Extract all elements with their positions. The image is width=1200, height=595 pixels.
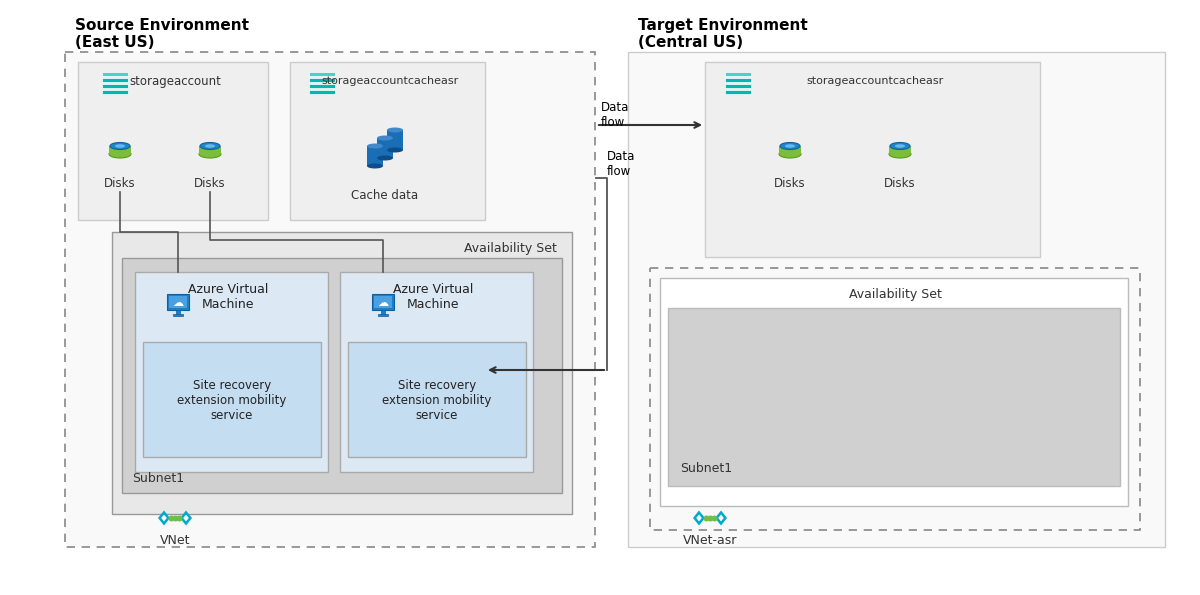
Bar xyxy=(122,258,562,493)
Ellipse shape xyxy=(785,144,796,148)
Bar xyxy=(173,314,182,316)
Ellipse shape xyxy=(200,142,220,149)
Bar xyxy=(109,146,131,154)
Bar xyxy=(176,310,180,314)
Text: Disks: Disks xyxy=(104,177,136,189)
Bar xyxy=(660,278,1128,506)
Bar xyxy=(102,72,128,76)
Text: Site recovery
extension mobility
service: Site recovery extension mobility service xyxy=(383,378,492,421)
Ellipse shape xyxy=(890,142,910,149)
Bar xyxy=(372,294,394,310)
Bar xyxy=(650,268,1140,530)
Ellipse shape xyxy=(779,150,802,158)
Bar xyxy=(102,84,128,88)
Text: Availability Set: Availability Set xyxy=(848,287,942,300)
Ellipse shape xyxy=(889,150,911,158)
Bar xyxy=(102,90,128,94)
Text: Azure Virtual
Machine: Azure Virtual Machine xyxy=(392,283,473,311)
Ellipse shape xyxy=(115,144,125,148)
Text: Availability Set: Availability Set xyxy=(463,242,557,255)
Ellipse shape xyxy=(377,136,394,140)
Bar xyxy=(386,130,403,150)
Bar xyxy=(310,90,335,94)
Ellipse shape xyxy=(109,150,131,158)
Text: Disks: Disks xyxy=(774,177,806,189)
Bar xyxy=(668,308,1120,486)
Ellipse shape xyxy=(367,164,383,168)
Bar xyxy=(706,62,1040,257)
Text: Data
flow: Data flow xyxy=(607,150,635,178)
Text: Subnet1: Subnet1 xyxy=(680,462,732,474)
Ellipse shape xyxy=(895,144,905,148)
Text: Target Environment
(Central US): Target Environment (Central US) xyxy=(638,18,808,51)
Bar xyxy=(725,78,751,82)
Bar xyxy=(367,146,383,166)
Ellipse shape xyxy=(367,143,383,149)
Text: Azure Virtual
Machine: Azure Virtual Machine xyxy=(188,283,268,311)
Bar xyxy=(340,272,533,472)
Text: storageaccountcacheasr: storageaccountcacheasr xyxy=(806,76,943,86)
Text: storageaccount: storageaccount xyxy=(130,74,221,87)
Ellipse shape xyxy=(377,155,394,161)
Ellipse shape xyxy=(780,142,800,149)
Text: Disks: Disks xyxy=(194,177,226,189)
Bar xyxy=(725,84,751,88)
Ellipse shape xyxy=(110,142,130,149)
Bar xyxy=(102,78,128,82)
Text: VNet: VNet xyxy=(160,534,191,546)
Bar xyxy=(290,62,485,220)
Text: Site recovery
extension mobility
service: Site recovery extension mobility service xyxy=(178,378,287,421)
Bar xyxy=(78,62,268,220)
Bar xyxy=(377,138,394,158)
Bar xyxy=(779,146,802,154)
Bar xyxy=(348,342,526,457)
Text: Source Environment
(East US): Source Environment (East US) xyxy=(74,18,250,51)
Bar xyxy=(374,296,392,308)
Ellipse shape xyxy=(199,150,221,158)
Ellipse shape xyxy=(386,148,403,152)
Bar xyxy=(725,90,751,94)
Text: storageaccountcacheasr: storageaccountcacheasr xyxy=(322,76,458,86)
Bar xyxy=(143,342,322,457)
Bar xyxy=(628,52,1165,547)
Text: Disks: Disks xyxy=(884,177,916,189)
Bar xyxy=(134,272,328,472)
Bar xyxy=(112,232,572,514)
Bar xyxy=(310,84,335,88)
Bar xyxy=(310,78,335,82)
Ellipse shape xyxy=(386,127,403,133)
Bar xyxy=(378,314,388,316)
Text: VNet-asr: VNet-asr xyxy=(683,534,737,546)
Bar xyxy=(310,72,335,76)
Text: Subnet1: Subnet1 xyxy=(132,471,184,484)
Bar xyxy=(725,72,751,76)
Bar xyxy=(889,146,911,154)
Bar xyxy=(65,52,595,547)
Bar xyxy=(169,296,187,308)
Text: Data
flow: Data flow xyxy=(601,101,629,129)
Ellipse shape xyxy=(205,144,215,148)
Text: Cache data: Cache data xyxy=(352,189,419,202)
Text: ☁: ☁ xyxy=(378,298,389,308)
Bar xyxy=(382,310,385,314)
Text: ☁: ☁ xyxy=(173,298,184,308)
Bar xyxy=(167,294,190,310)
Bar xyxy=(199,146,221,154)
